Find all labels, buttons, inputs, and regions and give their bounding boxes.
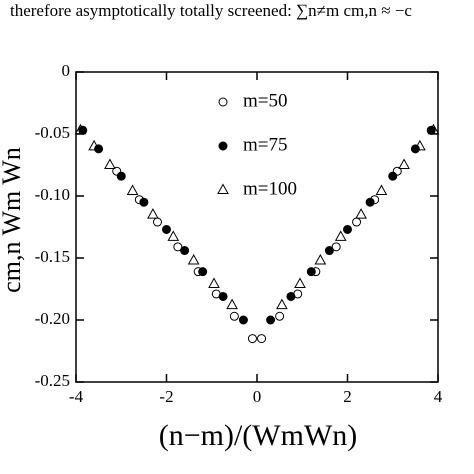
data-point	[355, 208, 367, 219]
data-point	[208, 277, 220, 289]
data-point	[275, 311, 285, 321]
data-point	[276, 298, 288, 310]
data-point	[226, 298, 238, 310]
data-point	[331, 242, 341, 252]
x-tick-label: -4	[69, 387, 84, 406]
data-point	[306, 267, 316, 277]
data-point	[414, 139, 426, 151]
caption-fragment: therefore asymptotically totally screene…	[10, 1, 412, 20]
legend-label: m=50	[243, 90, 288, 111]
data-point	[198, 267, 208, 277]
data-point	[187, 253, 200, 265]
data-point	[112, 166, 122, 176]
x-tick-label: 0	[253, 387, 262, 406]
data-point	[162, 224, 171, 234]
data-point	[247, 334, 257, 344]
y-tick-label: -0.10	[35, 185, 70, 204]
data-point	[294, 277, 306, 289]
data-point	[266, 315, 276, 325]
data-point	[343, 224, 352, 234]
data-point	[104, 158, 116, 169]
y-tick-label: -0.20	[35, 309, 70, 328]
data-point	[139, 197, 149, 207]
data-point	[238, 315, 248, 325]
legend-marker	[218, 97, 228, 107]
x-axis-label: (n−m)/(WmWn)	[159, 419, 358, 452]
plot-frame	[75, 71, 439, 383]
y-tick-label: -0.25	[35, 371, 70, 390]
data-point	[126, 184, 139, 196]
x-tick-label: 4	[434, 387, 443, 406]
y-axis-label: cm,n Wm Wn	[0, 147, 26, 293]
data-point	[392, 166, 402, 176]
data-point	[167, 230, 180, 241]
data-point	[88, 139, 100, 151]
data-point	[398, 158, 410, 169]
x-tick-label: 2	[343, 387, 352, 406]
data-point	[388, 171, 398, 181]
legend-marker	[217, 183, 229, 194]
data-point	[286, 291, 296, 301]
data-point	[74, 123, 87, 135]
y-tick-label: 0	[62, 61, 71, 80]
data-point	[365, 197, 375, 207]
data-point	[147, 208, 159, 219]
data-point	[257, 334, 267, 344]
data-point	[324, 246, 334, 256]
legend-label: m=100	[243, 178, 297, 199]
x-tick-label: -2	[159, 387, 173, 406]
y-tick-label: -0.05	[35, 123, 70, 142]
data-point	[427, 123, 440, 135]
data-point	[152, 217, 162, 227]
legend-label: m=75	[243, 134, 288, 155]
data-point	[352, 217, 362, 227]
data-point	[218, 291, 228, 301]
data-point	[334, 230, 347, 241]
data-point	[180, 246, 190, 256]
data-point	[229, 311, 239, 321]
data-point	[173, 242, 183, 252]
data-point	[116, 171, 126, 181]
data-point	[314, 253, 327, 265]
y-tick-label: -0.15	[35, 247, 70, 266]
data-point	[375, 184, 388, 196]
legend-marker	[218, 141, 228, 151]
